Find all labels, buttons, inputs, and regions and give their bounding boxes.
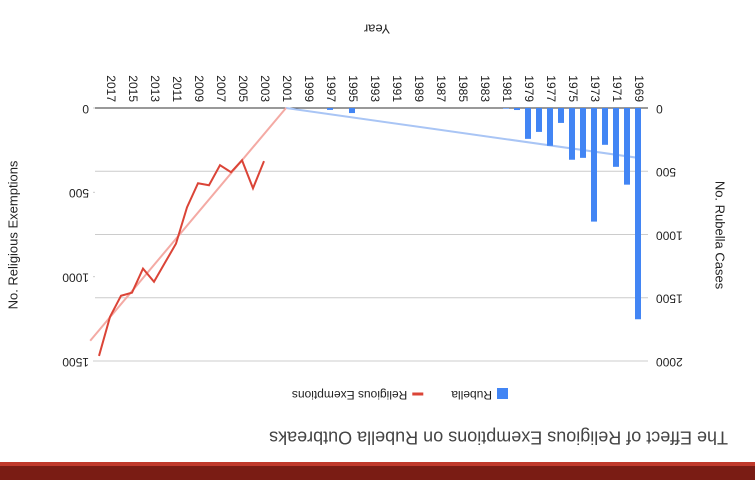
- x-axis-title: Year: [363, 22, 390, 37]
- x-tick-label: 1979: [522, 75, 536, 102]
- bar: [525, 108, 531, 139]
- y2-tick-label: 1000: [62, 270, 89, 284]
- x-tick-label: 1975: [566, 75, 580, 102]
- bar: [558, 108, 564, 123]
- bar: [624, 108, 630, 185]
- legend-swatch: [497, 388, 508, 399]
- bar: [547, 108, 553, 146]
- line: [98, 158, 265, 357]
- bar: [591, 108, 597, 222]
- y2-axis-title: No. Religious Exemptions: [5, 160, 20, 309]
- x-tick-label: 1987: [434, 75, 448, 102]
- x-tick-label: 1983: [478, 75, 492, 102]
- bar: [349, 108, 355, 114]
- x-tick-label: 1973: [588, 75, 602, 102]
- x-tick-label: 2001: [280, 75, 294, 102]
- x-tick-label: 1991: [390, 75, 404, 102]
- x-tick-label: 1969: [632, 75, 646, 102]
- top-band: [0, 466, 755, 480]
- x-tick-label: 1985: [456, 75, 470, 102]
- legend-label: Rubella: [451, 388, 492, 402]
- bar: [536, 108, 542, 132]
- x-tick-label: 2003: [258, 75, 272, 102]
- trendline: [89, 107, 287, 342]
- trendline: [285, 107, 639, 159]
- y-axis-title: No. Rubella Cases: [713, 181, 728, 290]
- bar: [327, 108, 333, 110]
- top-stripe: [0, 462, 755, 466]
- x-tick-label: 1999: [302, 75, 316, 102]
- x-tick-label: 2013: [148, 75, 162, 102]
- x-tick-label: 2005: [236, 75, 250, 102]
- x-tick-label: 2017: [104, 75, 118, 102]
- y-tick-label: 1000: [656, 228, 683, 242]
- x-tick-label: 2011: [170, 76, 184, 102]
- y-tick-label: 1500: [656, 292, 683, 306]
- bar: [613, 108, 619, 167]
- x-tick-label: 1995: [346, 75, 360, 102]
- x-tick-label: 1997: [324, 75, 338, 102]
- x-tick-label: 1989: [412, 75, 426, 102]
- x-tick-label: 1993: [368, 75, 382, 102]
- x-tick-label: 2007: [214, 75, 228, 102]
- bar: [635, 108, 641, 320]
- bar: [503, 108, 509, 109]
- y2-tick-label: 1500: [62, 355, 89, 369]
- chart-title: The Effect of Religious Exemptions on Ru…: [269, 427, 728, 447]
- y2-tick-label: 0: [82, 102, 89, 116]
- x-tick-label: 1981: [500, 75, 514, 102]
- y2-tick-label: 500: [69, 186, 89, 200]
- bar: [569, 108, 575, 160]
- y-tick-label: 2000: [656, 355, 683, 369]
- bar: [602, 108, 608, 145]
- bar: [514, 108, 520, 111]
- bar: [580, 108, 586, 158]
- legend-label: Religious Exemptions: [292, 388, 407, 402]
- y-tick-label: 500: [656, 165, 676, 179]
- x-tick-label: 1971: [610, 75, 624, 102]
- y-tick-label: 0: [656, 102, 663, 116]
- x-tick-label: 2015: [126, 75, 140, 102]
- x-tick-label: 2009: [192, 75, 206, 102]
- x-tick-label: 1977: [544, 75, 558, 102]
